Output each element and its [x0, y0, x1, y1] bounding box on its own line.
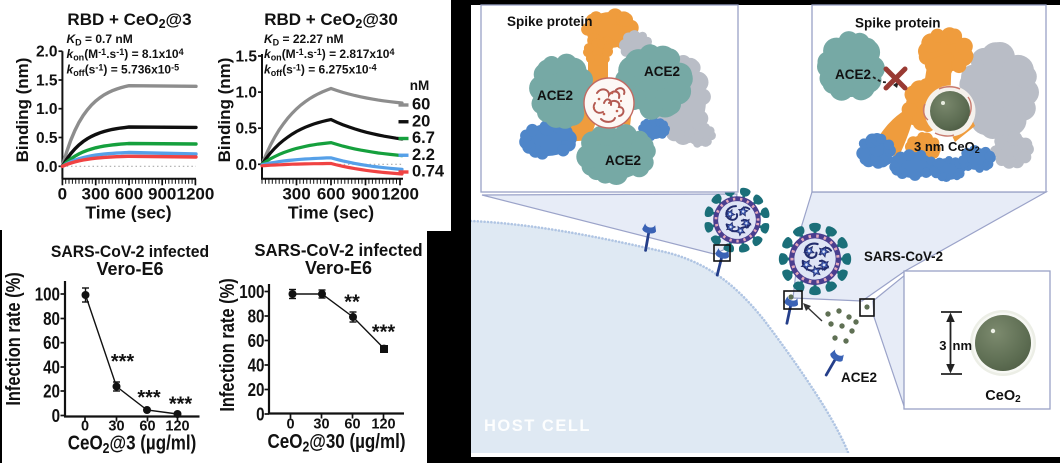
svg-text:HOST CELL: HOST CELL — [484, 417, 591, 435]
svg-text:40: 40 — [248, 355, 265, 376]
svg-text:***: *** — [111, 351, 135, 373]
svg-text:100: 100 — [239, 282, 264, 303]
svg-text:40: 40 — [43, 357, 60, 378]
svg-text:nM: nM — [410, 78, 430, 93]
svg-text:ACE2: ACE2 — [644, 64, 680, 79]
svg-text:80: 80 — [248, 306, 265, 327]
svg-text:0: 0 — [81, 419, 89, 435]
svg-text:80: 80 — [43, 309, 60, 330]
svg-text:Infection rate (%): Infection rate (%) — [215, 278, 238, 411]
svg-text:120: 120 — [371, 417, 395, 433]
svg-text:***: *** — [137, 387, 161, 409]
svg-text:SARS-CoV-2: SARS-CoV-2 — [864, 249, 943, 264]
svg-text:0: 0 — [58, 185, 67, 204]
svg-text:6.7: 6.7 — [412, 129, 435, 147]
svg-text:60: 60 — [344, 417, 360, 433]
svg-text:900: 900 — [148, 185, 176, 204]
svg-text:Infection rate (%): Infection rate (%) — [1, 272, 24, 405]
svg-text:0.74: 0.74 — [412, 163, 445, 181]
svg-text:300: 300 — [82, 185, 110, 204]
svg-text:600: 600 — [317, 185, 345, 204]
svg-text:**: ** — [344, 292, 360, 314]
svg-text:600: 600 — [115, 185, 143, 204]
svg-text:1200: 1200 — [176, 185, 214, 204]
svg-text:CeO2@3 (µg/ml): CeO2@3 (µg/ml) — [68, 431, 197, 456]
svg-text:0: 0 — [256, 404, 264, 425]
svg-text:3 nm CeO2: 3 nm CeO2 — [914, 139, 980, 155]
svg-text:RBD + CeO2@3: RBD + CeO2@3 — [67, 10, 191, 31]
svg-text:kon(M-1.s-1) = 2.817x104: kon(M-1.s-1) = 2.817x104 — [264, 47, 394, 63]
svg-text:20: 20 — [412, 112, 430, 130]
svg-text:30: 30 — [313, 417, 329, 433]
svg-text:koff(s-1) = 6.275x10-4: koff(s-1) = 6.275x10-4 — [264, 62, 377, 78]
svg-text:ACE2: ACE2 — [537, 88, 573, 103]
svg-text:Time (sec): Time (sec) — [85, 203, 171, 223]
svg-text:0.5: 0.5 — [36, 130, 58, 147]
svg-text:koff(s-1) = 5.736x10-5: koff(s-1) = 5.736x10-5 — [67, 62, 180, 78]
svg-text:Time (sec): Time (sec) — [288, 203, 374, 223]
svg-text:SARS-CoV-2 infected: SARS-CoV-2 infected — [51, 243, 209, 261]
svg-text:ACE2: ACE2 — [835, 67, 871, 82]
svg-text:3: 3 — [939, 338, 946, 353]
svg-text:ACE2: ACE2 — [841, 370, 877, 385]
svg-text:Vero-E6: Vero-E6 — [96, 259, 163, 279]
svg-text:20: 20 — [43, 381, 60, 402]
svg-text:1.5: 1.5 — [36, 73, 58, 90]
svg-text:0.0: 0.0 — [235, 157, 257, 174]
svg-text:0.5: 0.5 — [235, 121, 257, 138]
svg-text:1.0: 1.0 — [36, 101, 58, 118]
svg-text:2.2: 2.2 — [412, 146, 435, 164]
svg-text:100: 100 — [35, 284, 60, 305]
svg-text:2.0: 2.0 — [36, 44, 58, 61]
svg-text:***: *** — [372, 322, 396, 344]
svg-text:120: 120 — [165, 419, 189, 435]
svg-text:60: 60 — [412, 96, 430, 114]
svg-text:900: 900 — [351, 185, 379, 204]
svg-text:0.0: 0.0 — [36, 159, 58, 176]
svg-text:20: 20 — [248, 380, 265, 401]
svg-text:Spike protein: Spike protein — [507, 14, 593, 29]
svg-text:KD = 22.27 nM: KD = 22.27 nM — [264, 32, 344, 48]
svg-text:Vero-E6: Vero-E6 — [305, 258, 372, 278]
svg-text:RBD + CeO2@30: RBD + CeO2@30 — [264, 10, 398, 31]
svg-text:0: 0 — [286, 417, 294, 433]
svg-text:CeO2: CeO2 — [985, 388, 1021, 405]
svg-text:60: 60 — [139, 419, 155, 435]
svg-text:1.0: 1.0 — [235, 85, 257, 102]
svg-text:SARS-CoV-2 infected: SARS-CoV-2 infected — [254, 239, 422, 260]
svg-text:Binding (nm): Binding (nm) — [13, 58, 32, 163]
svg-text:kon(M-1.s-1) = 8.1x104: kon(M-1.s-1) = 8.1x104 — [67, 47, 184, 63]
svg-text:60: 60 — [248, 331, 265, 352]
svg-text:***: *** — [169, 394, 193, 416]
svg-text:KD = 0.7 nM: KD = 0.7 nM — [67, 32, 133, 48]
svg-text:1.5: 1.5 — [235, 49, 257, 66]
svg-text:60: 60 — [43, 333, 60, 354]
svg-text:ACE2: ACE2 — [605, 153, 641, 168]
svg-text:Binding (nm): Binding (nm) — [215, 58, 234, 163]
svg-text:CeO2@30 (µg/ml): CeO2@30 (µg/ml) — [267, 430, 405, 455]
svg-text:300: 300 — [282, 185, 310, 204]
svg-text:0: 0 — [52, 406, 60, 427]
svg-text:30: 30 — [108, 419, 124, 435]
svg-text:nm: nm — [953, 338, 973, 353]
svg-text:Spike protein: Spike protein — [855, 16, 941, 31]
svg-text:1200: 1200 — [381, 185, 419, 204]
